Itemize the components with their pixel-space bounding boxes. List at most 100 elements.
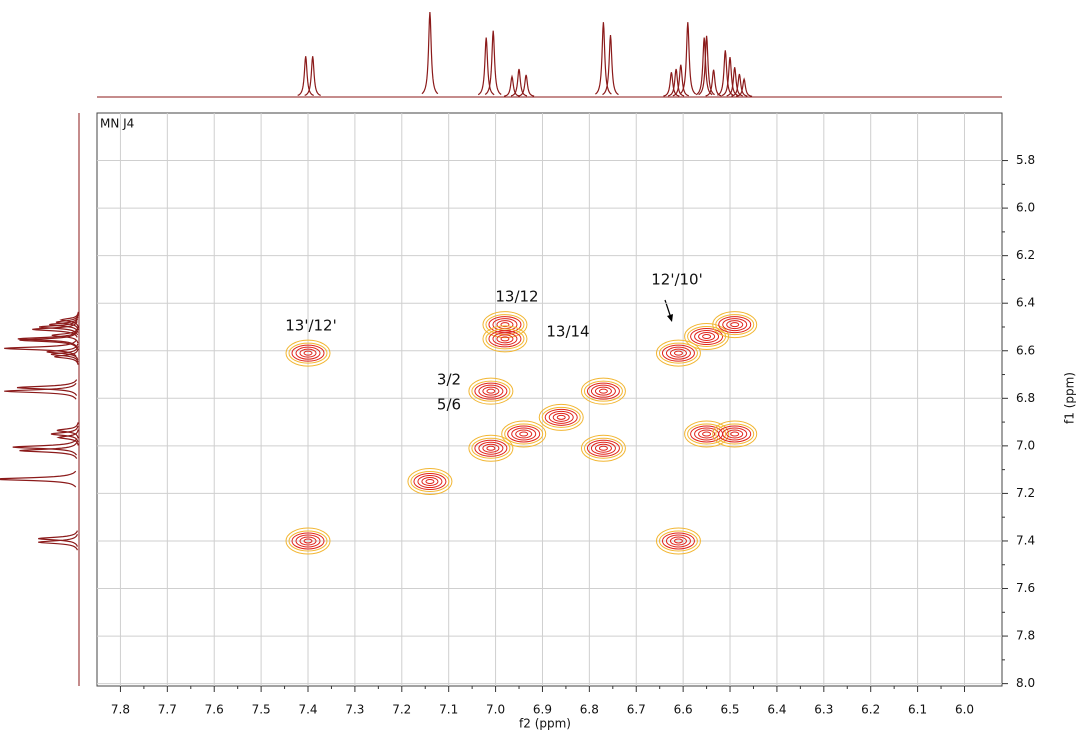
contour [471, 380, 511, 402]
cross-peak [482, 325, 528, 353]
contour [690, 327, 724, 345]
x-tick-label: 6.1 [908, 703, 927, 717]
contour [594, 443, 612, 453]
contour [658, 530, 698, 552]
contour [504, 423, 544, 445]
y-tick-label: 7.0 [1016, 438, 1035, 452]
f1-projection-peak [19, 331, 78, 349]
x-tick-label: 6.8 [580, 703, 599, 717]
contour [730, 431, 740, 437]
contour [478, 441, 504, 455]
x-tick-label: 6.2 [861, 703, 880, 717]
contour [687, 423, 727, 445]
contour [299, 348, 317, 358]
contour [698, 429, 716, 439]
cross-peak [580, 434, 626, 462]
f2-projection-peak [705, 69, 722, 97]
contour [507, 425, 541, 443]
contour [580, 434, 626, 462]
cross-peak [538, 403, 584, 431]
cross-peak [712, 311, 758, 339]
contour [468, 434, 514, 462]
contour [658, 342, 698, 364]
contour [669, 348, 687, 358]
x-tick-label: 7.3 [345, 703, 364, 717]
contour [285, 527, 331, 555]
contour [496, 320, 514, 330]
f1-projection-peak [56, 422, 79, 439]
contour [288, 342, 328, 364]
contour [291, 532, 325, 550]
cross-peak [501, 420, 547, 448]
x-tick-label: 6.4 [767, 703, 786, 717]
contour [715, 423, 755, 445]
f2-projection-peak [667, 68, 685, 97]
contour [722, 427, 748, 441]
annotation: 5/6 [437, 396, 461, 414]
f2-projection-peak [602, 34, 619, 96]
f1-projection-peak [12, 438, 77, 456]
contour [407, 468, 453, 496]
contour [295, 346, 321, 360]
contour [468, 377, 514, 405]
cross-peak [580, 377, 626, 405]
contour [482, 311, 528, 339]
contour [726, 429, 744, 439]
contour [702, 333, 712, 339]
f2-projection-peak [304, 56, 321, 96]
contour [556, 414, 566, 420]
f1-projection-peak [55, 314, 79, 331]
f1-projection-peak [0, 470, 77, 488]
contour [425, 479, 435, 485]
f2-projection-peak [477, 37, 495, 96]
contour [594, 386, 612, 396]
x-tick-label: 6.6 [674, 703, 693, 717]
f1-projection-peak [50, 346, 79, 363]
contour [482, 386, 500, 396]
contour [586, 439, 620, 457]
f1-projection-peak [54, 348, 79, 365]
y-tick-label: 5.8 [1016, 153, 1035, 167]
contour [417, 475, 443, 489]
contour [715, 314, 755, 336]
y-tick-label: 7.4 [1016, 533, 1035, 547]
f2-projection-peak [510, 68, 528, 97]
contour [541, 406, 581, 428]
f2-projection-peak [672, 64, 690, 97]
annotation: 13'/12' [285, 317, 336, 335]
x-tick-label: 6.5 [720, 703, 739, 717]
y-axis-label: f1 (ppm) [1063, 372, 1077, 424]
contour [726, 320, 744, 330]
contour [482, 325, 528, 353]
contour [511, 427, 537, 441]
f1-projection-peak [32, 321, 78, 338]
annotation: 3/2 [437, 371, 461, 389]
contour [421, 477, 439, 487]
cross-peak [712, 420, 758, 448]
contour [474, 439, 508, 457]
cross-peak [285, 527, 331, 555]
contour [501, 420, 547, 448]
contour [496, 334, 514, 344]
contour [519, 431, 529, 437]
y-tick-label: 7.2 [1016, 486, 1035, 500]
contour [486, 388, 496, 394]
cross-peak [684, 322, 730, 350]
contour [299, 536, 317, 546]
x-tick-label: 6.0 [955, 703, 974, 717]
contour [285, 339, 331, 367]
x-tick-label: 7.8 [111, 703, 130, 717]
contour [655, 339, 701, 367]
contour [500, 322, 510, 328]
contour [598, 445, 608, 451]
contour [665, 534, 691, 548]
contour [295, 534, 321, 548]
x-tick-label: 7.2 [392, 703, 411, 717]
contour [552, 412, 570, 422]
cross-peak [468, 377, 514, 405]
contour [580, 377, 626, 405]
contour [544, 408, 578, 426]
annotation: 12'/10' [651, 271, 702, 289]
contour [492, 332, 518, 346]
